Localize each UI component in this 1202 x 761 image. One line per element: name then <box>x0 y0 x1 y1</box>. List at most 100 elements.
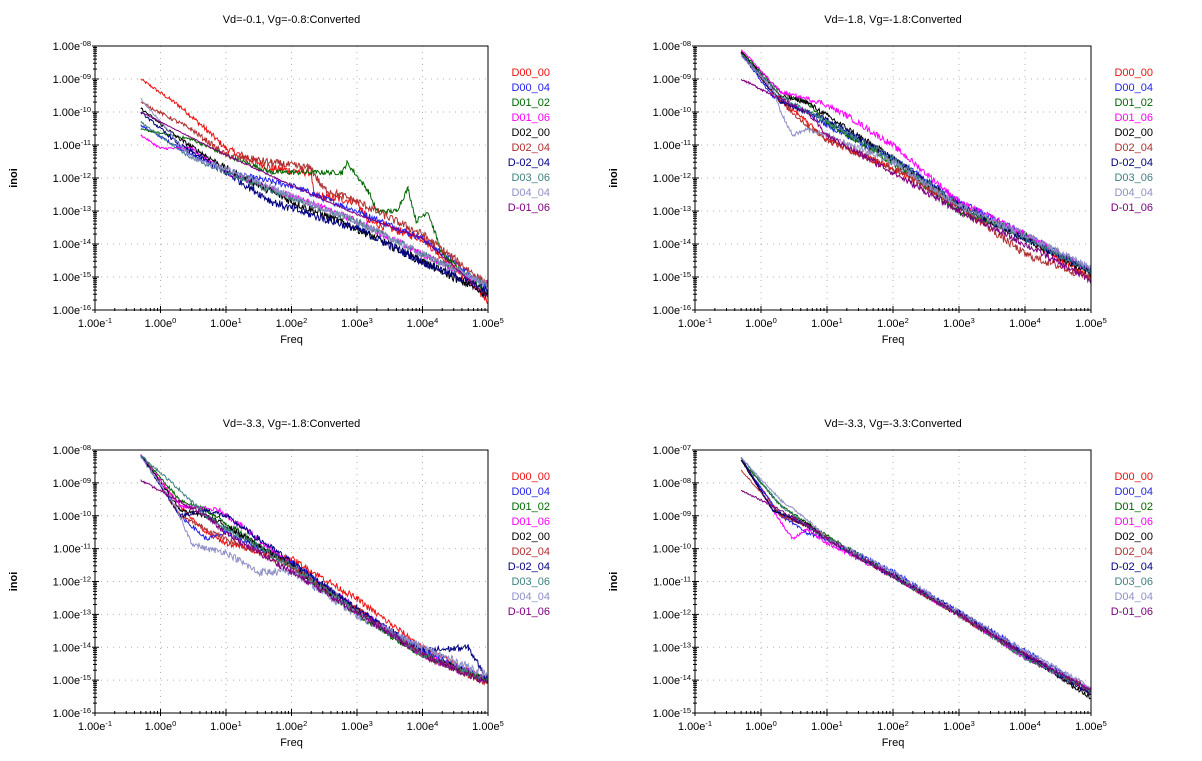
chart-title: Vd=-3.3, Vg=-3.3:Converted <box>824 418 962 430</box>
series-line-d01-02 <box>140 128 488 295</box>
legend-entry: D04_04 <box>1114 187 1153 199</box>
x-tick-label: 1.00e4 <box>1009 316 1041 330</box>
series-line-d-01-06 <box>140 479 488 684</box>
y-tick-label: 1.00e-14 <box>653 673 691 687</box>
x-tick-label: 1.00e5 <box>1075 719 1107 733</box>
y-tick-label: 1.00e-10 <box>53 509 91 523</box>
series-group <box>140 78 488 304</box>
legend-entry: D04_04 <box>511 591 550 603</box>
series-line-d00-00 <box>140 454 488 684</box>
y-tick-label: 1.00e-09 <box>653 72 691 86</box>
y-tick-label: 1.00e-15 <box>653 706 691 720</box>
x-axis-title: Freq <box>280 334 303 346</box>
x-tick-label: 1.00e5 <box>472 719 504 733</box>
y-tick-label: 1.00e-09 <box>53 72 91 86</box>
legend-entry: D02_00 <box>511 127 550 139</box>
series-line-d02-04 <box>140 101 488 289</box>
y-axis-title: inoi <box>608 168 620 188</box>
series-line-d00-04 <box>140 454 488 683</box>
legend-entry: D00_00 <box>511 67 550 79</box>
x-tick-label: 1.00e3 <box>943 316 975 330</box>
y-tick-label: 1.00e-16 <box>53 303 91 317</box>
y-tick-label: 1.00e-13 <box>53 607 91 621</box>
x-tick-label: 1.00e-1 <box>678 316 712 330</box>
legend-entry: D00_04 <box>511 486 550 498</box>
legend-entry: D04_04 <box>1114 591 1153 603</box>
y-tick-label: 1.00e-11 <box>653 138 691 152</box>
x-tick-label: 1.00e2 <box>877 316 909 330</box>
y-axis: 1.00e-08 1.00e-09 1.00e-10 1.00e-11 1.00e-12… <box>608 39 699 317</box>
legend-entry: D00_00 <box>1114 471 1153 483</box>
y-tick-label: 1.00e-15 <box>653 270 691 284</box>
y-tick-label: 1.00e-12 <box>53 171 91 185</box>
x-tick-label: 1.00e1 <box>210 719 242 733</box>
legend-entry: D02_04 <box>1114 546 1153 558</box>
x-axis: 1.00e-1 1.00e0 1.00e1 1.00e2 1.00e3 1.00e4 1.0… <box>678 306 1107 346</box>
series-line-d01-02 <box>740 51 1091 273</box>
legend-entry: D02_04 <box>511 546 550 558</box>
legend-entry: D03_06 <box>511 576 550 588</box>
legend-entry: D-02_04 <box>508 561 550 573</box>
y-tick-label: 1.00e-12 <box>53 575 91 589</box>
y-axis-title: inoi <box>608 572 620 592</box>
y-tick-label: 1.00e-08 <box>53 39 91 53</box>
y-axis-title: inoi <box>8 168 20 188</box>
x-tick-label: 1.00e5 <box>1075 316 1107 330</box>
series-line-d02-00 <box>140 455 488 684</box>
x-axis: 1.00e-1 1.00e0 1.00e1 1.00e2 1.00e3 1.00e4 1.0… <box>78 709 504 749</box>
legend-entry: D00_04 <box>511 82 550 94</box>
series-line-d-01-06 <box>741 490 1091 691</box>
gridlines <box>95 46 488 310</box>
legend-entry: D-01_06 <box>508 202 550 214</box>
series-line-d-01-06 <box>140 111 488 297</box>
series-line-d-02-04 <box>140 111 488 294</box>
y-tick-label: 1.00e-11 <box>653 575 691 589</box>
y-tick-label: 1.00e-16 <box>653 303 691 317</box>
legend-entry: D00_04 <box>1114 486 1153 498</box>
series-line-d01-06 <box>740 49 1091 273</box>
legend-entry: D03_06 <box>1114 576 1153 588</box>
chart-title: Vd=-0.1, Vg=-0.8:Converted <box>223 14 361 26</box>
y-tick-label: 1.00e-14 <box>653 237 691 251</box>
x-tick-label: 1.00e3 <box>943 719 975 733</box>
legend-entry: D01_06 <box>1114 112 1153 124</box>
series-line-d02-04 <box>740 469 1091 693</box>
series-line-d01-06 <box>140 454 488 682</box>
legend-entry: D-02_04 <box>1111 157 1153 169</box>
y-axis: 1.00e-08 1.00e-09 1.00e-10 1.00e-11 1.00e-12… <box>8 39 99 317</box>
legend-entry: D02_04 <box>511 142 550 154</box>
x-tick-label: 1.00e4 <box>1009 719 1041 733</box>
series-line-d04-04 <box>740 456 1091 690</box>
legend: D00_00 D00_04 D01_02 D01_06 D02_00 D02_04 D-02… <box>508 67 550 214</box>
y-tick-label: 1.00e-08 <box>653 476 691 490</box>
y-tick-label: 1.00e-11 <box>53 138 91 152</box>
x-axis: 1.00e-1 1.00e0 1.00e1 1.00e2 1.00e3 1.00e4 1.0… <box>78 306 504 346</box>
x-tick-label: 1.00e1 <box>811 316 843 330</box>
legend-entry: D-01_06 <box>1111 606 1153 618</box>
legend-entry: D02_00 <box>1114 127 1153 139</box>
x-tick-label: 1.00e2 <box>276 316 308 330</box>
x-tick-label: 1.00e0 <box>145 719 177 733</box>
legend-entry: D01_06 <box>1114 516 1153 528</box>
y-tick-label: 1.00e-13 <box>653 640 691 654</box>
y-tick-label: 1.00e-13 <box>653 204 691 218</box>
y-tick-label: 1.00e-14 <box>53 237 91 251</box>
legend-entry: D01_02 <box>1114 97 1153 109</box>
x-tick-label: 1.00e3 <box>341 719 373 733</box>
x-tick-label: 1.00e3 <box>341 316 373 330</box>
legend-entry: D00_00 <box>511 471 550 483</box>
y-axis-title: inoi <box>8 572 20 592</box>
y-tick-label: 1.00e-07 <box>653 443 691 457</box>
chart-title: Vd=-1.8, Vg=-1.8:Converted <box>824 14 962 26</box>
y-tick-label: 1.00e-10 <box>653 542 691 556</box>
legend: D00_00 D00_04 D01_02 D01_06 D02_00 D02_04 D-02… <box>508 471 550 618</box>
legend-entry: D00_00 <box>1114 67 1153 79</box>
x-tick-label: 1.00e-1 <box>78 316 112 330</box>
x-tick-label: 1.00e0 <box>745 719 777 733</box>
x-tick-label: 1.00e-1 <box>678 719 712 733</box>
legend-entry: D00_04 <box>1114 82 1153 94</box>
x-tick-label: 1.00e2 <box>276 719 308 733</box>
legend-entry: D02_00 <box>1114 531 1153 543</box>
